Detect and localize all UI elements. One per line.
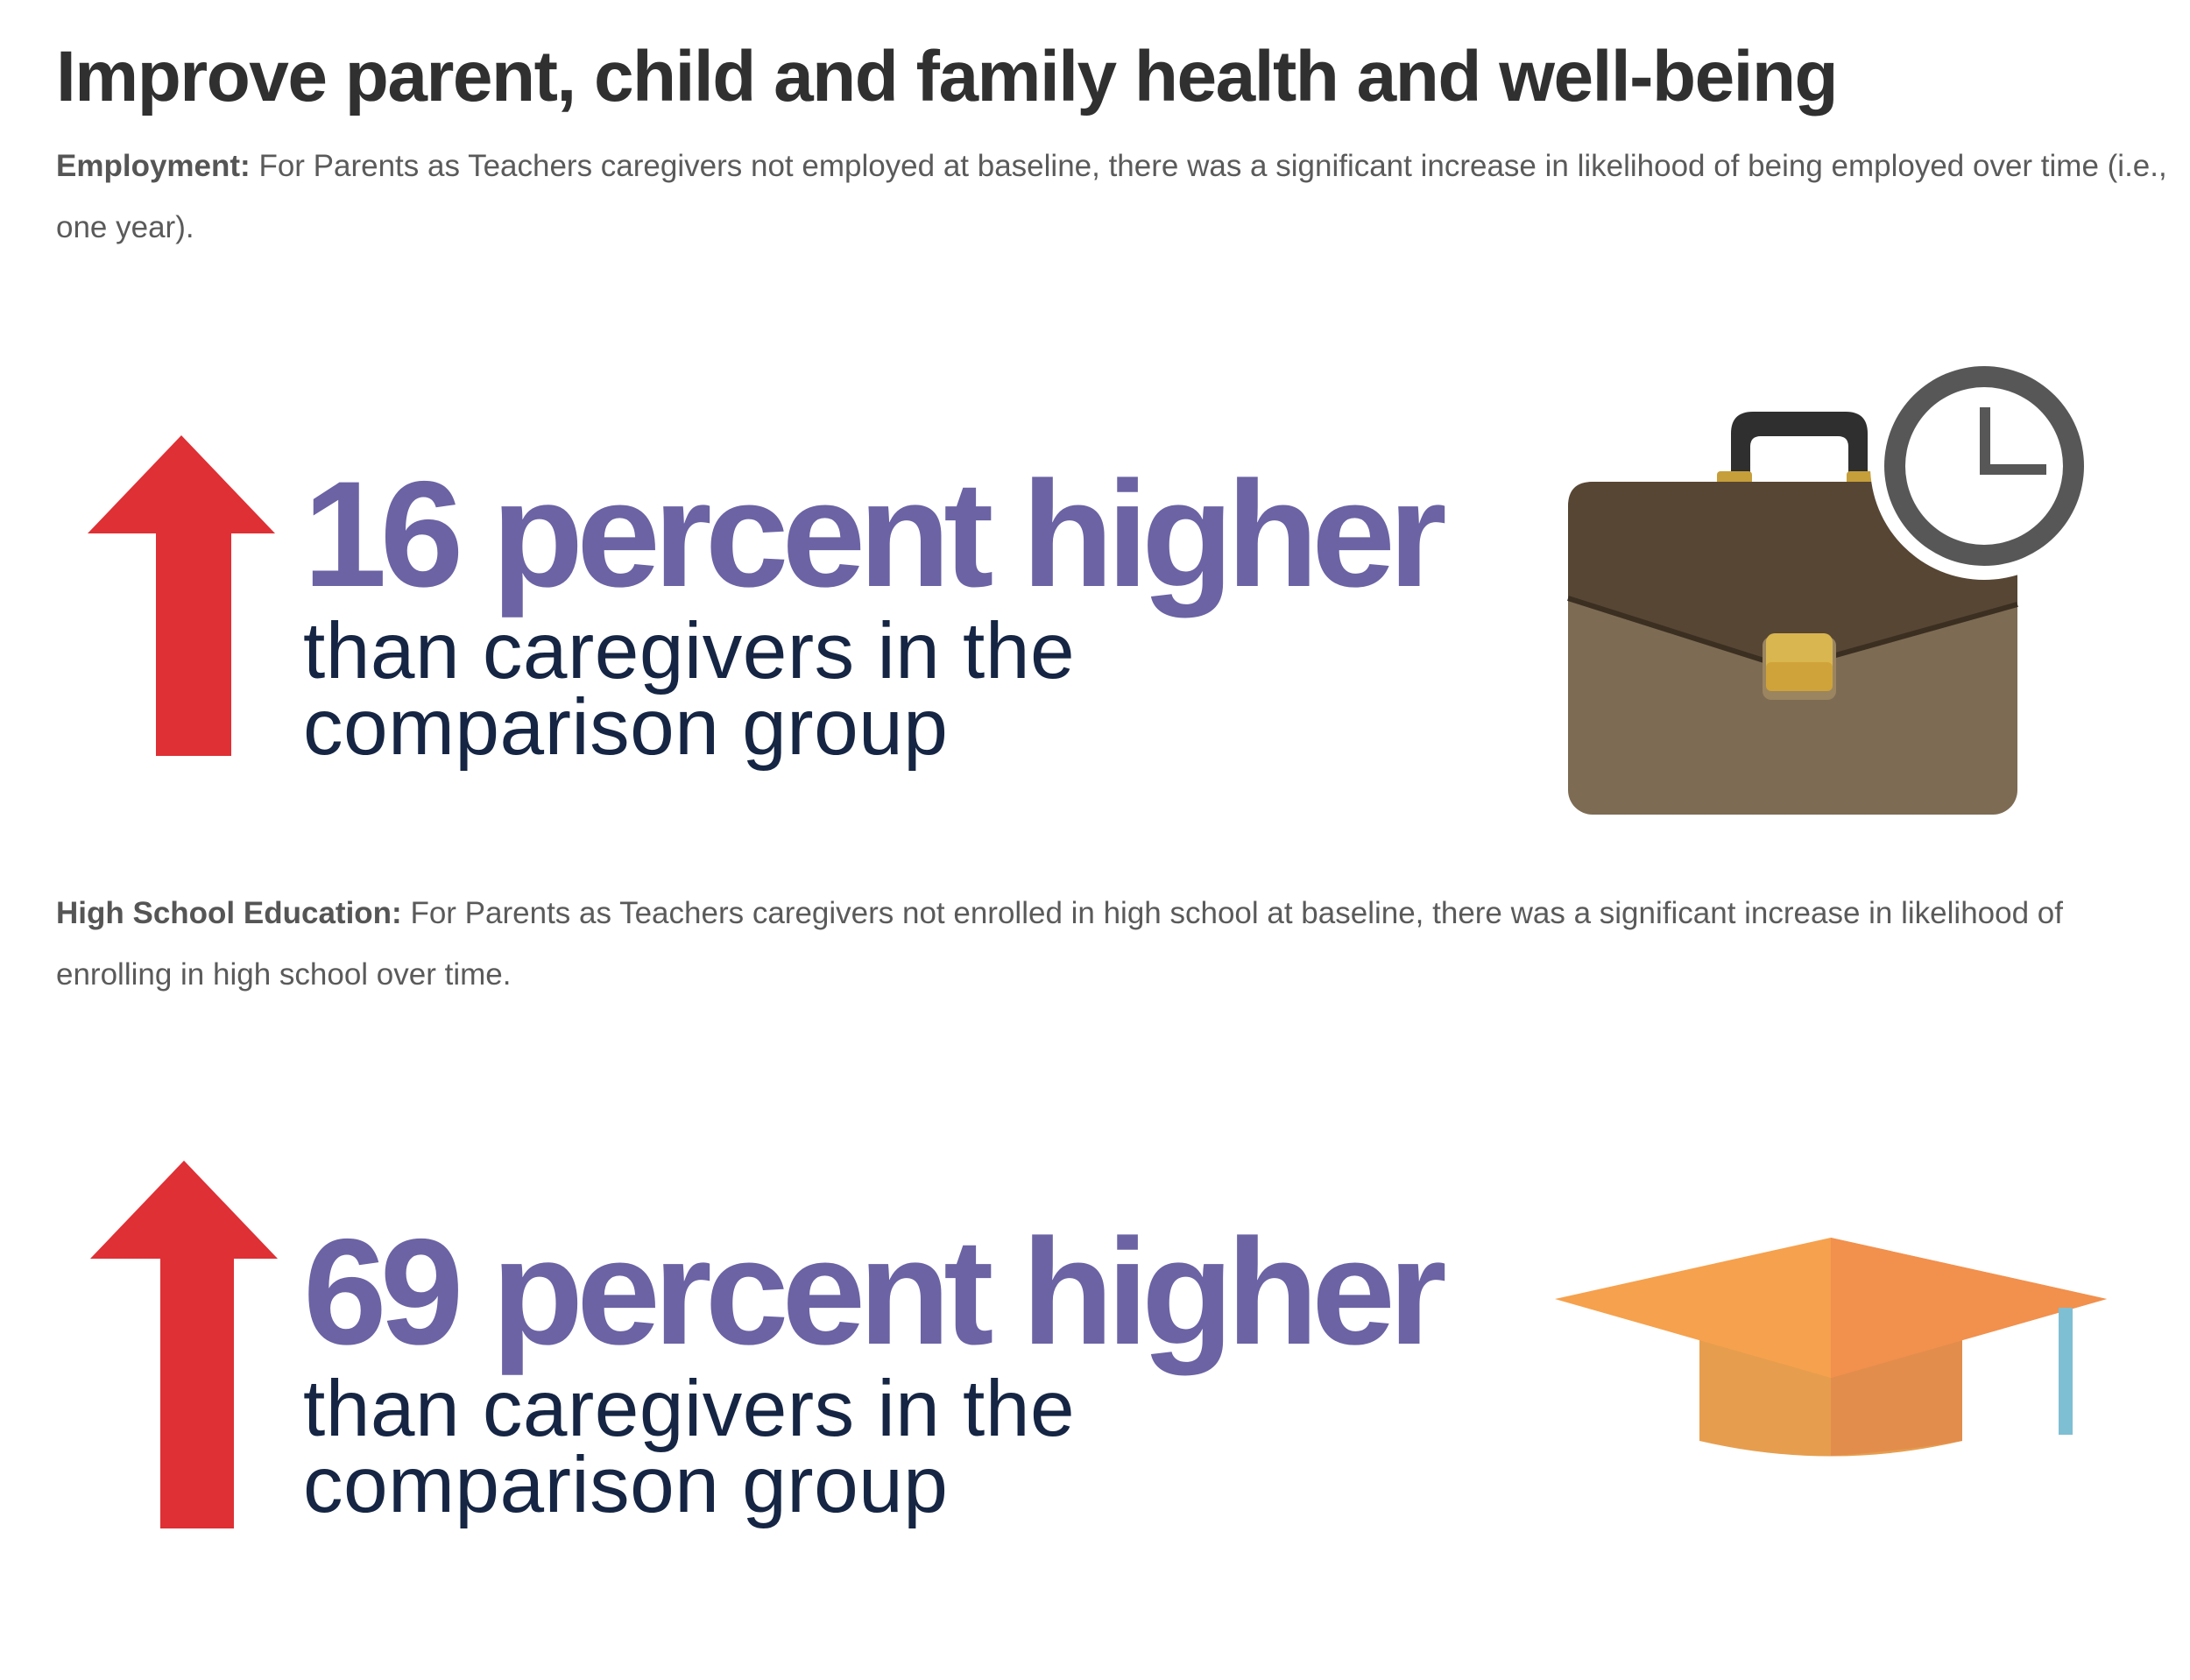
up-arrow-icon xyxy=(88,435,275,756)
high-school-label: High School Education: xyxy=(56,896,402,930)
employment-label: Employment: xyxy=(56,149,251,183)
high-school-stat-value: 69 percent higher xyxy=(303,1208,1447,1376)
employment-stat-subtext-1: than caregivers in the xyxy=(303,607,1076,695)
employment-stat-value: 16 percent higher xyxy=(303,450,1447,618)
page-title: Improve parent, child and family health … xyxy=(56,37,1839,116)
high-school-text: For Parents as Teachers caregivers not e… xyxy=(56,896,2063,992)
up-arrow-icon xyxy=(90,1161,278,1528)
high-school-stat-subtext-1: than caregivers in the xyxy=(303,1365,1076,1453)
high-school-paragraph: High School Education: For Parents as Te… xyxy=(56,883,2176,1006)
graduation-cap-icon xyxy=(1555,1238,2107,1457)
employment-paragraph: Employment: For Parents as Teachers care… xyxy=(56,136,2176,258)
briefcase-icon xyxy=(1567,352,2098,815)
clock-icon xyxy=(1870,352,2098,580)
high-school-stat: 69 percent higher than caregivers in the… xyxy=(303,1208,1447,1529)
employment-stat: 16 percent higher than caregivers in the… xyxy=(303,450,1447,772)
employment-stat-subtext-2: comparison group xyxy=(303,683,949,772)
employment-text: For Parents as Teachers caregivers not e… xyxy=(56,149,2167,244)
high-school-stat-subtext-2: comparison group xyxy=(303,1441,949,1529)
